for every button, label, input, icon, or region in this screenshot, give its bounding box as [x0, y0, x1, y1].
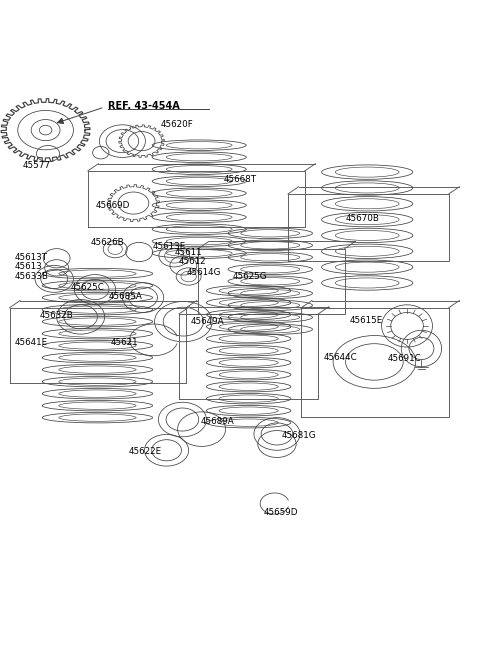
- Text: 45670B: 45670B: [346, 214, 380, 223]
- Text: 45613: 45613: [14, 262, 42, 271]
- Text: 45614G: 45614G: [186, 268, 221, 277]
- Text: 45612: 45612: [179, 256, 207, 265]
- Text: REF. 43-454A: REF. 43-454A: [108, 101, 180, 111]
- Text: 45644C: 45644C: [324, 352, 357, 361]
- Text: 45613T: 45613T: [14, 253, 48, 262]
- Text: 45622E: 45622E: [129, 447, 162, 456]
- Text: 45625C: 45625C: [71, 283, 105, 292]
- Text: 45691C: 45691C: [388, 354, 421, 363]
- Text: 45689A: 45689A: [201, 417, 234, 426]
- Text: 45621: 45621: [110, 338, 138, 347]
- Text: 45681G: 45681G: [282, 432, 316, 441]
- Text: 45659D: 45659D: [264, 508, 299, 517]
- Text: 45611: 45611: [174, 247, 202, 256]
- Text: 45620F: 45620F: [161, 120, 193, 129]
- Text: 45633B: 45633B: [14, 272, 48, 281]
- Text: 45632B: 45632B: [40, 311, 73, 320]
- Text: 45577: 45577: [23, 161, 51, 169]
- Text: 45669D: 45669D: [96, 201, 131, 210]
- Text: 45641E: 45641E: [14, 338, 48, 347]
- Text: 45649A: 45649A: [191, 317, 225, 326]
- Text: 45613E: 45613E: [153, 242, 186, 251]
- Text: 45626B: 45626B: [90, 238, 124, 247]
- Text: 45615E: 45615E: [349, 316, 383, 325]
- Text: 45685A: 45685A: [108, 292, 143, 301]
- Text: 45625G: 45625G: [233, 272, 267, 281]
- Text: 45668T: 45668T: [223, 175, 256, 184]
